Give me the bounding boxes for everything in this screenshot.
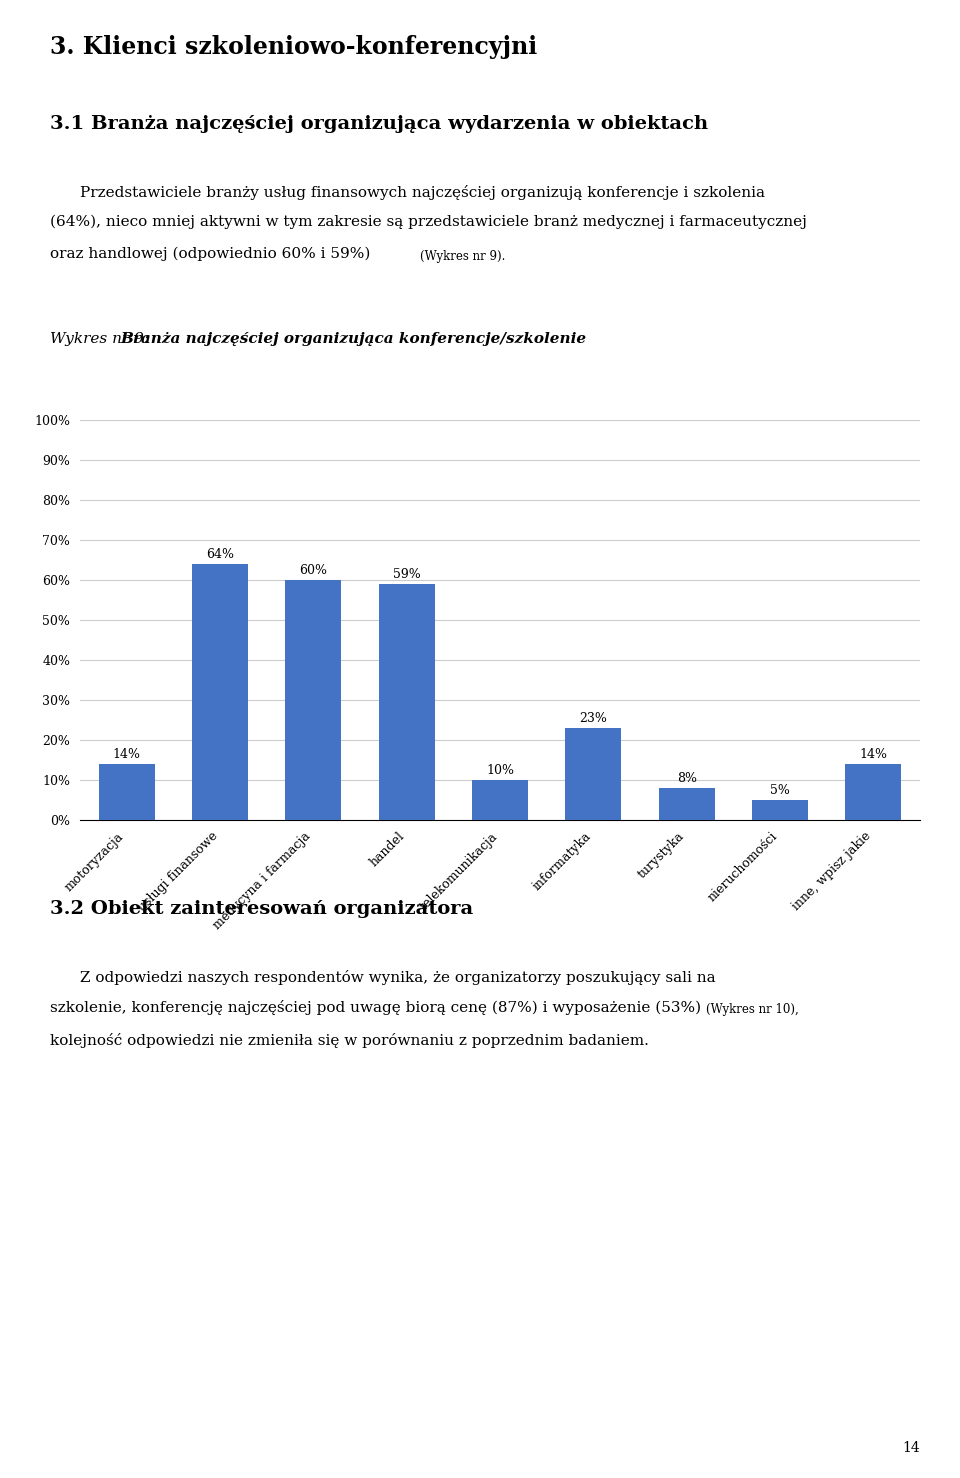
Text: 14%: 14% xyxy=(112,748,141,761)
Text: kolejność odpowiedzi nie zmieniła się w porównaniu z poprzednim badaniem.: kolejność odpowiedzi nie zmieniła się w … xyxy=(50,1033,649,1048)
Text: (Wykres nr 10),: (Wykres nr 10), xyxy=(706,1004,799,1015)
Text: oraz handlowej (odpowiednio 60% i 59%): oraz handlowej (odpowiednio 60% i 59%) xyxy=(50,247,375,262)
Bar xyxy=(659,788,714,820)
Bar xyxy=(472,780,528,820)
Text: 10%: 10% xyxy=(486,764,514,777)
Text: 3. Klienci szkoleniowo-konferencyjni: 3. Klienci szkoleniowo-konferencyjni xyxy=(50,35,538,59)
Text: 14%: 14% xyxy=(859,748,887,761)
Text: Wykres nr 9:: Wykres nr 9: xyxy=(50,333,154,346)
Text: 3.2 Obiekt zainteresowań organizatora: 3.2 Obiekt zainteresowań organizatora xyxy=(50,900,473,918)
Bar xyxy=(378,584,435,820)
Text: szkolenie, konferencję najczęściej pod uwagę biorą cenę (87%) i wyposażenie (53%: szkolenie, konferencję najczęściej pod u… xyxy=(50,1001,706,1015)
Bar xyxy=(99,764,155,820)
Text: Przedstawiciele branży usług finansowych najczęściej organizują konferencje i sz: Przedstawiciele branży usług finansowych… xyxy=(80,185,765,200)
Text: Z odpowiedzi naszych respondentów wynika, że organizatorzy poszukujący sali na: Z odpowiedzi naszych respondentów wynika… xyxy=(80,970,715,984)
Text: 5%: 5% xyxy=(770,783,790,797)
Bar xyxy=(192,565,248,820)
Bar xyxy=(752,800,808,820)
Text: 64%: 64% xyxy=(206,548,234,560)
Text: 23%: 23% xyxy=(580,712,608,724)
Bar xyxy=(565,729,621,820)
Text: 3.1 Branża najczęściej organizująca wydarzenia w obiektach: 3.1 Branża najczęściej organizująca wyda… xyxy=(50,115,708,133)
Text: (Wykres nr 9).: (Wykres nr 9). xyxy=(420,250,505,263)
Text: 60%: 60% xyxy=(300,563,327,576)
Text: 59%: 59% xyxy=(393,568,420,581)
Text: (64%), nieco mniej aktywni w tym zakresie są przedstawiciele branż medycznej i f: (64%), nieco mniej aktywni w tym zakresi… xyxy=(50,214,806,229)
Text: Branża najczęściej organizująca konferencje/szkolenie: Branża najczęściej organizująca konferen… xyxy=(120,333,587,346)
Text: 8%: 8% xyxy=(677,772,697,785)
Bar xyxy=(285,579,342,820)
Bar xyxy=(846,764,901,820)
Text: 14: 14 xyxy=(902,1441,920,1454)
